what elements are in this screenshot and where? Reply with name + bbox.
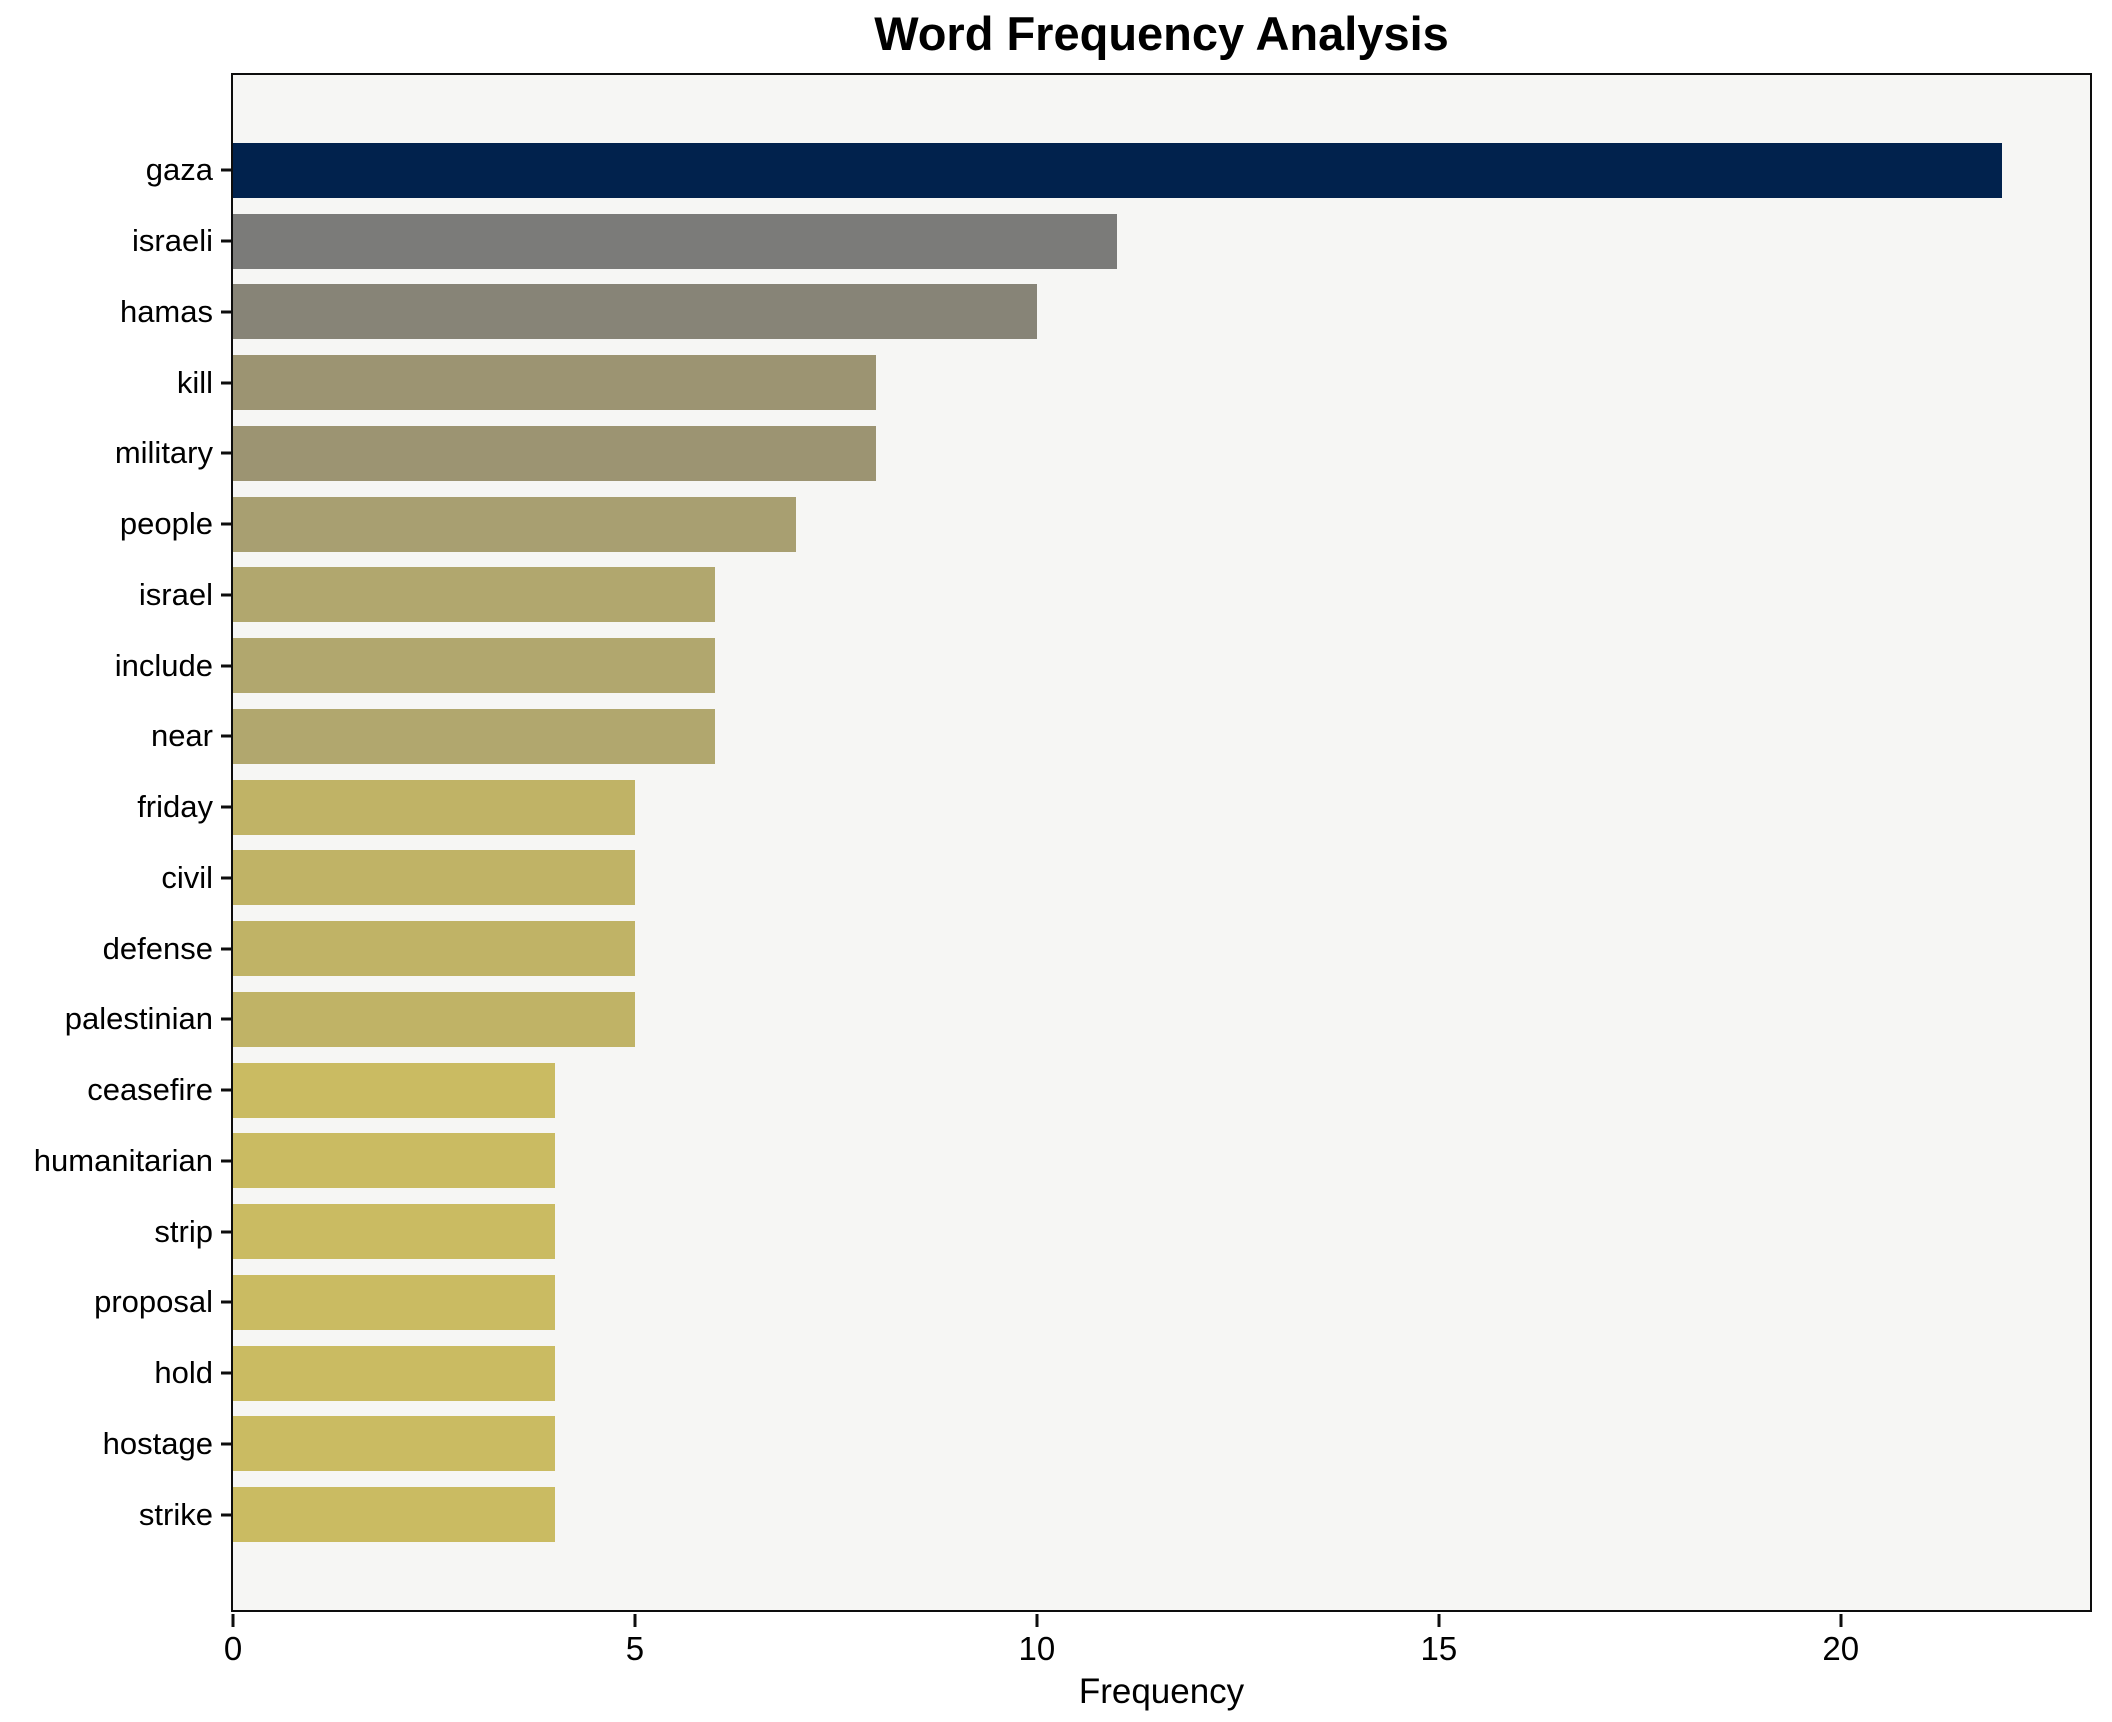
y-tick-mark: [221, 805, 231, 809]
y-tick-label-israeli: israeli: [132, 223, 213, 259]
y-tick-label-hostage: hostage: [102, 1425, 213, 1461]
bar-row-ceasefire: ceasefire: [87, 1055, 2090, 1126]
y-tick-mark: [221, 1442, 231, 1446]
y-tick-mark: [221, 310, 231, 314]
bars-container: gaza israeli hamas kill military people israel…: [34, 75, 2090, 1610]
y-tick-mark: [221, 1513, 231, 1517]
bar-humanitarian: [233, 1133, 555, 1189]
bar-palestinian: [233, 991, 635, 1047]
chart-title: Word Frequency Analysis: [874, 7, 1449, 60]
bar-israel: [233, 567, 716, 623]
y-tick-label-israel: israel: [138, 576, 213, 612]
bar-row-people: people: [120, 489, 2090, 560]
bar-gaza: [233, 142, 2002, 198]
bar-row-palestinian: palestinian: [65, 984, 2090, 1055]
y-tick-label-hold: hold: [154, 1355, 213, 1391]
y-tick-label-ceasefire: ceasefire: [87, 1072, 213, 1108]
x-tick-label-20: 20: [1822, 1630, 1860, 1667]
y-tick-label-friday: friday: [137, 789, 213, 825]
y-tick-label-hamas: hamas: [119, 293, 213, 329]
bar-row-defense: defense: [103, 913, 2090, 984]
x-tick-mark-0: [231, 1614, 235, 1627]
bar-near: [233, 708, 716, 764]
bar-row-gaza: gaza: [146, 135, 2090, 206]
y-tick-label-near: near: [150, 718, 213, 754]
bar-row-near: near: [151, 701, 2090, 772]
bar-row-kill: kill: [177, 347, 2090, 418]
y-tick-label-defense: defense: [102, 930, 213, 966]
x-tick-mark-20: [1839, 1614, 1843, 1627]
bar-kill: [233, 355, 877, 411]
y-tick-mark: [221, 451, 231, 455]
bar-row-israel: israel: [139, 560, 2090, 631]
bar-row-proposal: proposal: [94, 1267, 2090, 1338]
bar-row-friday: friday: [137, 772, 2090, 843]
bar-row-hold: hold: [154, 1338, 2090, 1409]
bar-strike: [233, 1487, 555, 1543]
y-tick-mark: [221, 168, 231, 172]
y-tick-mark: [221, 1230, 231, 1234]
y-tick-label-palestinian: palestinian: [64, 1001, 213, 1037]
y-tick-mark: [221, 876, 231, 880]
bar-ceasefire: [233, 1062, 555, 1118]
bar-israeli: [233, 213, 1118, 269]
bar-friday: [233, 779, 635, 835]
y-tick-label-humanitarian: humanitarian: [33, 1142, 213, 1178]
bar-row-civil: civil: [161, 843, 2090, 914]
y-tick-mark: [221, 239, 231, 243]
bar-civil: [233, 850, 635, 906]
y-tick-mark: [221, 1159, 231, 1163]
bar-strip: [233, 1204, 555, 1260]
y-tick-label-people: people: [119, 506, 213, 542]
y-tick-mark: [221, 1371, 231, 1375]
y-tick-label-civil: civil: [161, 859, 213, 895]
y-tick-mark: [221, 1300, 231, 1304]
y-tick-mark: [221, 1017, 231, 1021]
y-tick-label-kill: kill: [176, 364, 213, 400]
bar-hamas: [233, 284, 1037, 340]
y-tick-label-proposal: proposal: [94, 1284, 213, 1320]
bar-row-strip: strip: [154, 1196, 2090, 1267]
y-tick-label-gaza: gaza: [145, 152, 213, 188]
y-tick-label-strike: strike: [138, 1496, 213, 1532]
bar-row-hostage: hostage: [103, 1409, 2090, 1480]
y-tick-label-include: include: [114, 647, 213, 683]
y-tick-label-military: military: [114, 435, 213, 471]
bar-row-humanitarian: humanitarian: [34, 1126, 2090, 1197]
bar-include: [233, 638, 716, 694]
bar-defense: [233, 921, 635, 977]
bar-row-israeli: israeli: [132, 206, 2090, 277]
bar-hostage: [233, 1416, 555, 1472]
bar-row-include: include: [115, 630, 2090, 701]
y-tick-mark: [221, 593, 231, 597]
y-tick-mark: [221, 522, 231, 526]
y-tick-mark: [221, 381, 231, 385]
bar-people: [233, 496, 796, 552]
bar-row-hamas: hamas: [120, 277, 2090, 348]
y-tick-mark: [221, 734, 231, 738]
y-tick-label-strip: strip: [154, 1213, 213, 1249]
x-axis-label: Frequency: [1078, 1672, 1245, 1711]
bar-row-strike: strike: [139, 1479, 2090, 1550]
x-tick-mark-5: [633, 1614, 637, 1627]
x-tick-label-15: 15: [1420, 1630, 1458, 1667]
y-tick-mark: [221, 664, 231, 668]
bar-hold: [233, 1345, 555, 1401]
x-tick-mark-15: [1437, 1614, 1441, 1627]
x-tick-mark-10: [1035, 1614, 1039, 1627]
bar-proposal: [233, 1274, 555, 1330]
plot-area: gaza israeli hamas kill military people israel…: [34, 73, 2092, 1667]
bar-row-military: military: [115, 418, 2090, 489]
y-tick-mark: [221, 947, 231, 951]
bar-military: [233, 425, 877, 481]
x-tick-label-0: 0: [223, 1630, 243, 1667]
x-tick-label-5: 5: [625, 1630, 645, 1667]
y-tick-mark: [221, 1088, 231, 1092]
x-tick-label-10: 10: [1018, 1630, 1056, 1667]
